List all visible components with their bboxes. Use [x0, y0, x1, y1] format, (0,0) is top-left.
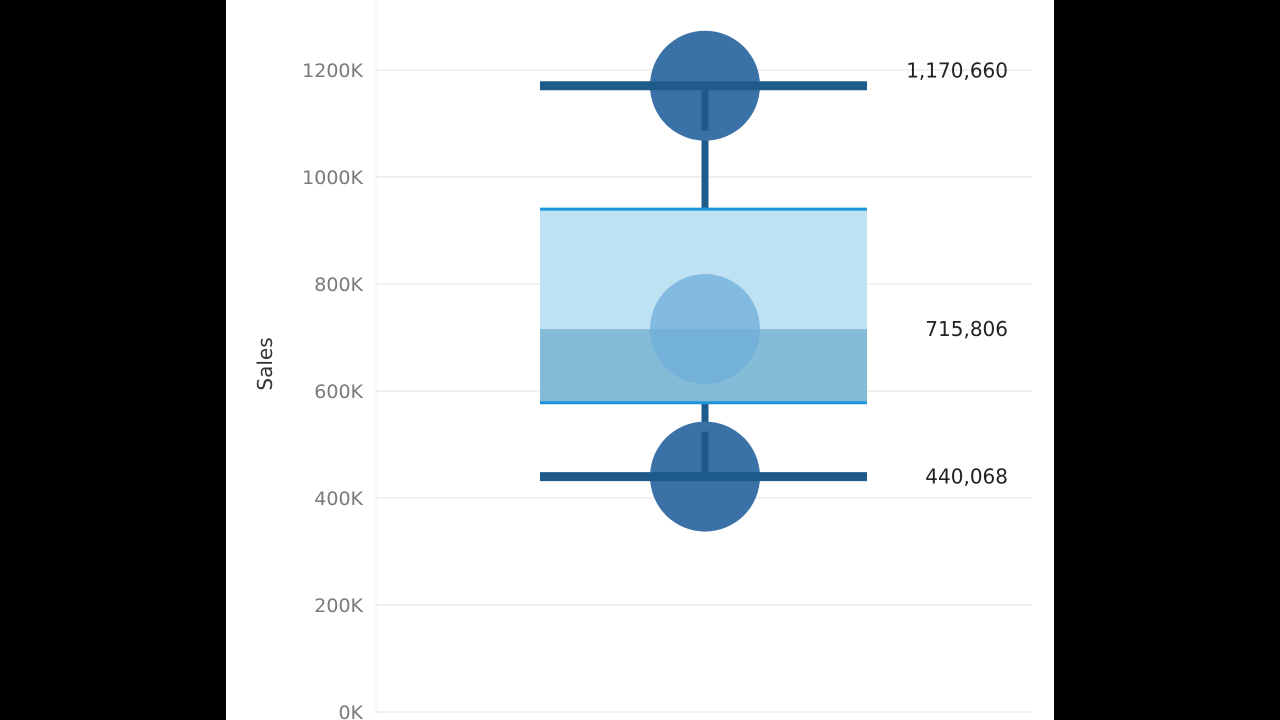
data-label: 715,806	[925, 317, 1008, 341]
y-tick-label: 200K	[314, 595, 363, 617]
box-plot-chart: 0K 200K 400K 600K 800K 1000K 1200K Sales 1,170…	[253, 0, 1032, 720]
plot-marks	[540, 30, 867, 532]
chart-panel: 0K 200K 400K 600K 800K 1000K 1200K Sales 1,170…	[226, 0, 1054, 720]
y-tick-label: 1000K	[302, 167, 363, 189]
data-labels: 1,170,660 715,806 440,068	[906, 59, 1008, 489]
y-tick-label: 1200K	[302, 60, 363, 82]
y-tick-label: 600K	[314, 381, 363, 403]
data-label: 1,170,660	[906, 59, 1008, 83]
data-label: 440,068	[925, 465, 1008, 489]
y-tick-label: 800K	[314, 274, 363, 296]
y-tick-label: 0K	[338, 702, 363, 720]
y-axis-label: Sales	[253, 337, 277, 390]
y-axis-ticks: 0K 200K 400K 600K 800K 1000K 1200K	[302, 60, 363, 720]
y-tick-label: 400K	[314, 488, 363, 510]
data-point-median	[650, 274, 760, 385]
